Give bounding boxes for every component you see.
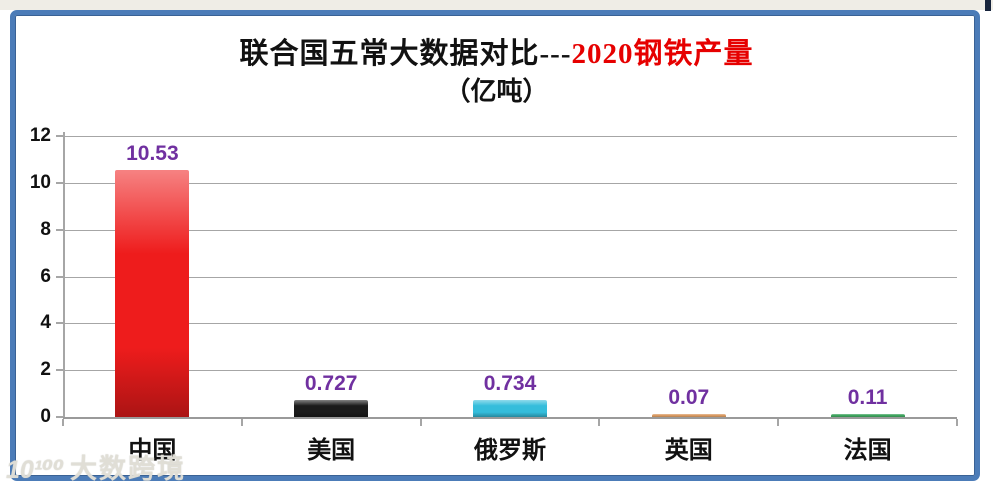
x-axis-tick: [419, 419, 422, 426]
chart-subtitle: （亿吨）: [444, 77, 549, 106]
bar-中国: [115, 170, 190, 417]
corner-sliver: [985, 0, 991, 11]
y-axis-tick-label: 4: [40, 312, 51, 334]
gridline: [63, 182, 957, 184]
y-axis-tick: [56, 416, 63, 418]
category-label: 法国: [843, 438, 892, 464]
y-axis-tick: [56, 181, 63, 184]
x-axis-tick: [777, 419, 780, 426]
gridline: [63, 370, 957, 372]
gridline: [63, 229, 957, 231]
x-axis-line: [63, 417, 957, 419]
y-axis-tick-label: 6: [40, 265, 51, 287]
category-label: 中国: [128, 438, 177, 464]
value-label: 0.07: [668, 386, 710, 409]
x-axis-tick: [956, 419, 958, 426]
x-axis-tick: [240, 419, 243, 426]
y-axis-line: [63, 132, 65, 417]
bar-法国: [830, 414, 905, 417]
value-label: 0.734: [483, 371, 537, 395]
x-axis-tick: [62, 419, 64, 426]
y-axis-tick: [56, 135, 63, 137]
chart-title: 联合国五常大数据对比---2020钢铁产量: [0, 30, 993, 72]
gridline: [63, 136, 957, 137]
y-axis-tick-label: 2: [40, 359, 51, 381]
y-axis-tick: [56, 228, 63, 231]
gridline: [63, 276, 957, 278]
top-strip: [0, 0, 993, 10]
category-label: 美国: [307, 438, 356, 464]
y-axis-tick: [56, 369, 63, 372]
y-axis-tick: [56, 275, 63, 278]
y-axis-tick-label: 0: [40, 406, 51, 427]
value-label: 10.53: [126, 142, 179, 166]
gridline: [63, 323, 957, 325]
y-axis-tick-label: 8: [40, 218, 51, 240]
bar-俄罗斯: [473, 399, 547, 417]
value-label: 0.11: [847, 386, 888, 409]
bar-美国: [294, 399, 369, 417]
chart-title-black: 联合国五常大数据对比---: [239, 38, 572, 70]
y-axis-tick-label: 12: [29, 125, 51, 146]
chart-title-red: 2020钢铁产量: [571, 38, 754, 70]
y-axis-tick-label: 10: [29, 171, 51, 193]
bar-英国: [651, 414, 726, 417]
value-label: 0.727: [304, 371, 358, 395]
y-axis-tick: [56, 322, 63, 325]
category-label: 俄罗斯: [474, 438, 546, 464]
category-label: 英国: [664, 438, 713, 464]
x-axis-tick: [598, 419, 601, 426]
